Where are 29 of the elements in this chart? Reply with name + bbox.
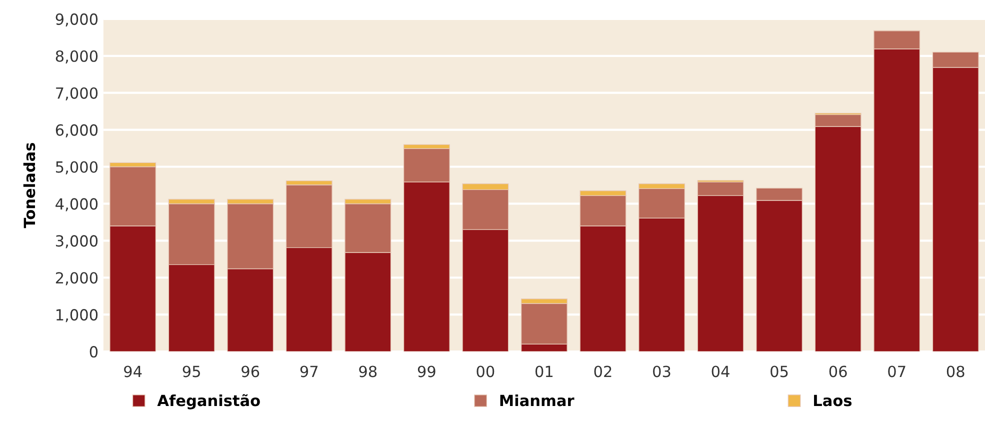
y-tick-label: 2,000 xyxy=(56,272,98,286)
y-tick-label: 5,000 xyxy=(56,161,98,174)
y-tick-label: 0 xyxy=(90,346,98,358)
x-tick-label: 01 xyxy=(536,366,553,378)
x-tick-label: 03 xyxy=(653,366,670,378)
y-tick-label: 4,000 xyxy=(56,198,98,212)
x-tick-label: 96 xyxy=(242,366,260,378)
legend-label: Mianmar xyxy=(500,394,574,406)
x-tick-label: 06 xyxy=(829,366,847,378)
legend-label: Laos xyxy=(814,394,852,406)
y-tick-label: 3,000 xyxy=(56,235,98,248)
y-tick-label: 9,000 xyxy=(56,13,98,27)
y-tick-label: 7,000 xyxy=(56,87,98,100)
x-tick-label: 07 xyxy=(888,366,906,378)
x-tick-label: 05 xyxy=(770,366,788,378)
x-tick-label: 04 xyxy=(712,366,730,378)
y-tick-label: 1,000 xyxy=(56,309,98,322)
x-tick-label: 94 xyxy=(124,366,142,378)
y-tick-label: 8,000 xyxy=(56,50,98,64)
x-tick-label: 98 xyxy=(359,366,377,378)
y-tick-label: 6,000 xyxy=(56,124,98,138)
x-tick-label: 97 xyxy=(300,366,318,378)
x-tick-label: 95 xyxy=(182,366,200,378)
x-tick-label: 99 xyxy=(418,366,436,378)
x-tick-label: 00 xyxy=(476,366,494,378)
x-tick-label: 08 xyxy=(946,366,964,378)
y-axis-title: Toneladas xyxy=(23,142,36,228)
legend-label: Afeganistão xyxy=(157,394,260,410)
x-tick-label: 02 xyxy=(594,366,612,378)
